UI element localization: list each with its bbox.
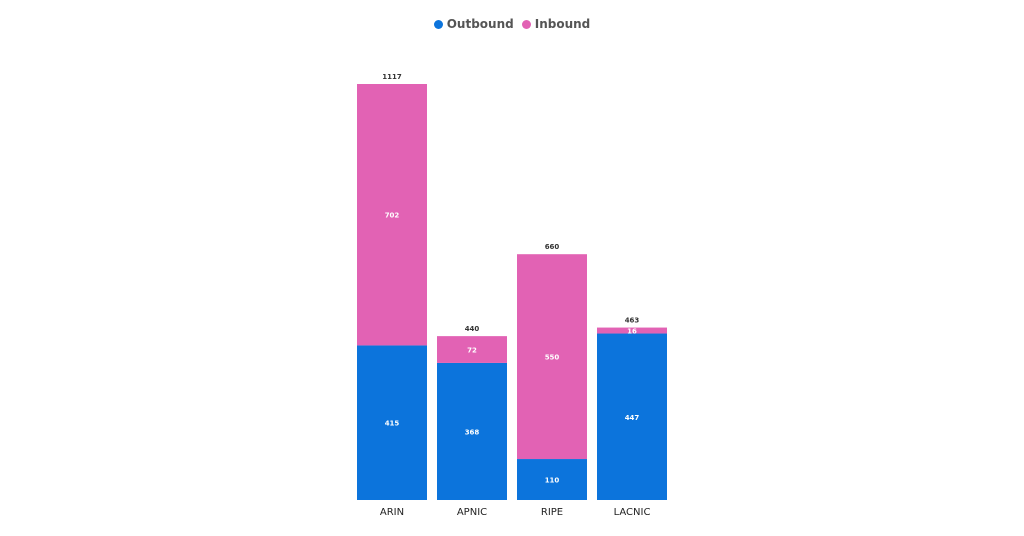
bar-arin-outbound[interactable] bbox=[357, 345, 427, 500]
bar-lacnic-outbound[interactable] bbox=[597, 333, 667, 500]
bar-apnic-outbound[interactable] bbox=[437, 362, 507, 500]
legend-label-outbound: Outbound bbox=[446, 17, 514, 31]
total-label-arin: 1117 bbox=[382, 73, 402, 81]
data-label-ripe-inbound: 550 bbox=[545, 354, 560, 362]
data-label-apnic-outbound: 368 bbox=[465, 428, 480, 436]
data-label-lacnic-inbound: 16 bbox=[627, 328, 637, 336]
chart-legend: Outbound Inbound bbox=[0, 17, 1024, 31]
legend-item-outbound[interactable]: Outbound bbox=[433, 17, 514, 31]
data-label-ripe-outbound: 110 bbox=[545, 477, 560, 485]
total-label-lacnic: 463 bbox=[625, 317, 640, 325]
legend-swatch-inbound bbox=[521, 19, 531, 29]
x-tick-label-lacnic: LACNIC bbox=[614, 507, 651, 518]
legend-label-inbound: Inbound bbox=[534, 17, 591, 31]
x-tick-label-arin: ARIN bbox=[380, 507, 404, 518]
bar-lacnic-inbound[interactable] bbox=[597, 327, 667, 334]
data-label-arin-outbound: 415 bbox=[385, 420, 400, 428]
x-tick-label-ripe: RIPE bbox=[541, 507, 563, 518]
legend-swatch-outbound bbox=[433, 19, 443, 29]
x-tick-label-apnic: APNIC bbox=[457, 507, 487, 518]
bar-ripe-outbound[interactable] bbox=[517, 459, 587, 500]
total-label-ripe: 660 bbox=[545, 243, 560, 251]
data-label-arin-inbound: 702 bbox=[385, 212, 400, 220]
total-label-apnic: 440 bbox=[465, 325, 480, 333]
bar-apnic-inbound[interactable] bbox=[437, 336, 507, 363]
data-label-apnic-inbound: 72 bbox=[467, 347, 477, 355]
legend-item-inbound[interactable]: Inbound bbox=[521, 17, 591, 31]
data-label-lacnic-outbound: 447 bbox=[625, 414, 640, 422]
bar-arin-inbound[interactable] bbox=[357, 84, 427, 346]
bar-ripe-inbound[interactable] bbox=[517, 254, 587, 460]
